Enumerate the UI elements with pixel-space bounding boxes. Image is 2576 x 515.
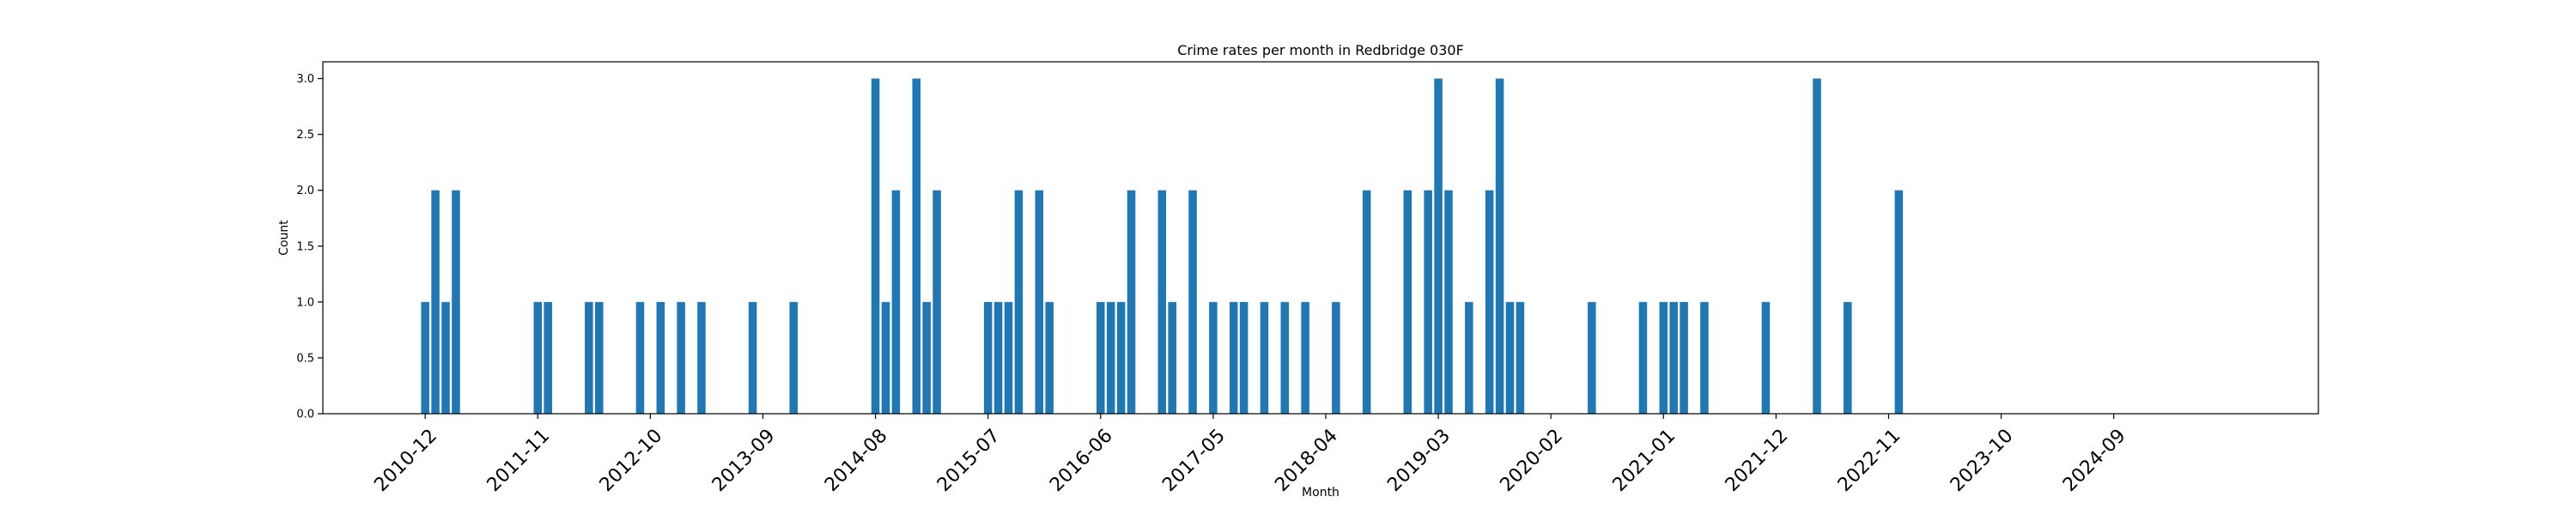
bar-2018-08 [1362,190,1371,414]
bar-2017-05 [1209,301,1218,414]
bar-2015-07 [983,301,993,414]
x-tick-label: 2020-02 [1496,425,1567,496]
bar-2017-01 [1168,301,1176,414]
bar-2016-07 [1106,301,1115,414]
bar-2016-08 [1116,301,1126,414]
bar-2015-01 [922,301,931,414]
x-tick-label: 2017-05 [1158,425,1230,496]
bar-2013-01 [677,301,685,414]
bar-2012-04 [585,301,593,414]
bar-2014-09 [881,301,890,414]
bar-2019-10 [1505,301,1515,414]
bar-2014-08 [871,78,880,415]
bar-2015-12 [1035,190,1044,414]
y-tick-label: 0.0 [296,409,314,421]
bar-2019-06 [1465,301,1473,414]
bar-2011-03 [452,190,460,414]
bars-group [421,78,1904,415]
bar-2017-07 [1229,301,1238,414]
x-tick-label: 2014-08 [821,425,892,496]
bar-2020-06 [1588,301,1596,414]
y-tick-label: 0.5 [296,352,314,365]
bar-2022-07 [1844,301,1852,414]
bar-2019-03 [1434,78,1443,415]
bar-2012-09 [635,301,645,414]
bar-2011-02 [441,301,450,414]
bar-2015-08 [993,301,1003,414]
y-tick-label: 2.0 [296,185,314,197]
bar-2011-12 [544,301,552,414]
bar-2017-08 [1239,301,1249,414]
y-tick-label: 3.0 [296,73,314,86]
bar-2014-10 [891,190,901,414]
plot-frame [322,61,2319,415]
bar-2018-02 [1301,301,1309,414]
bar-2021-01 [1659,301,1668,414]
bar-2015-09 [1004,301,1013,414]
x-tick-label: 2012-10 [596,425,667,496]
bar-2021-02 [1669,301,1678,414]
bar-2020-11 [1638,301,1648,414]
y-tick-label: 1.0 [296,296,314,309]
bar-2019-02 [1424,190,1432,414]
bar-2015-10 [1014,190,1024,414]
x-tick-label: 2015-07 [933,425,1005,496]
x-tick-label: 2016-06 [1046,425,1117,496]
bar-2015-02 [933,190,941,414]
bar-2012-11 [656,301,665,414]
bar-2014-12 [912,78,920,415]
x-tick-label: 2010-12 [370,425,441,496]
bar-2010-12 [421,301,429,414]
bar-2021-03 [1680,301,1688,414]
y-axis: 0.0 0.5 1.0 1.5 2.0 2.5 3.0 [296,73,323,421]
bar-2021-05 [1700,301,1709,414]
bar-2016-12 [1157,190,1167,414]
bar-2013-12 [789,301,798,414]
x-axis: 2010-12 2011-11 2012-10 2013-09 2014-08 2015-… [370,414,2130,496]
x-tick-label: 2021-12 [1722,425,1793,496]
bar-2011-11 [533,301,543,414]
y-tick-label: 2.5 [296,129,314,142]
bar-2022-04 [1813,78,1821,415]
y-axis-label: Count [277,220,291,256]
bar-2018-12 [1403,190,1413,414]
chart-title: Crime rates per month in Redbridge 030F [1177,42,1464,58]
x-tick-label: 2022-11 [1834,425,1905,496]
x-tick-label: 2024-09 [2059,425,2130,496]
y-tick-label: 1.5 [296,240,314,253]
bar-2017-03 [1188,190,1197,414]
bar-2019-04 [1444,190,1453,414]
bar-2019-11 [1516,301,1525,414]
x-tick-label: 2019-03 [1383,425,1455,496]
x-tick-label: 2013-09 [708,425,780,496]
x-tick-label: 2011-11 [483,425,555,496]
bar-2013-03 [697,301,706,414]
bar-2018-05 [1332,301,1340,414]
bar-2012-05 [595,301,604,414]
bar-2013-08 [748,301,757,414]
bar-2022-12 [1894,190,1904,414]
bar-2017-10 [1260,301,1269,414]
bar-2011-01 [431,190,440,414]
x-tick-label: 2021-01 [1609,425,1680,496]
bar-2016-01 [1045,301,1054,414]
bar-2019-09 [1495,78,1504,415]
bar-2016-06 [1097,301,1105,414]
bar-2017-12 [1280,301,1290,414]
bar-2016-09 [1127,190,1136,414]
bar-2021-11 [1761,301,1771,414]
bar-2019-08 [1485,190,1494,414]
x-tick-label: 2023-10 [1947,425,2018,496]
x-axis-label: Month [1302,486,1340,500]
